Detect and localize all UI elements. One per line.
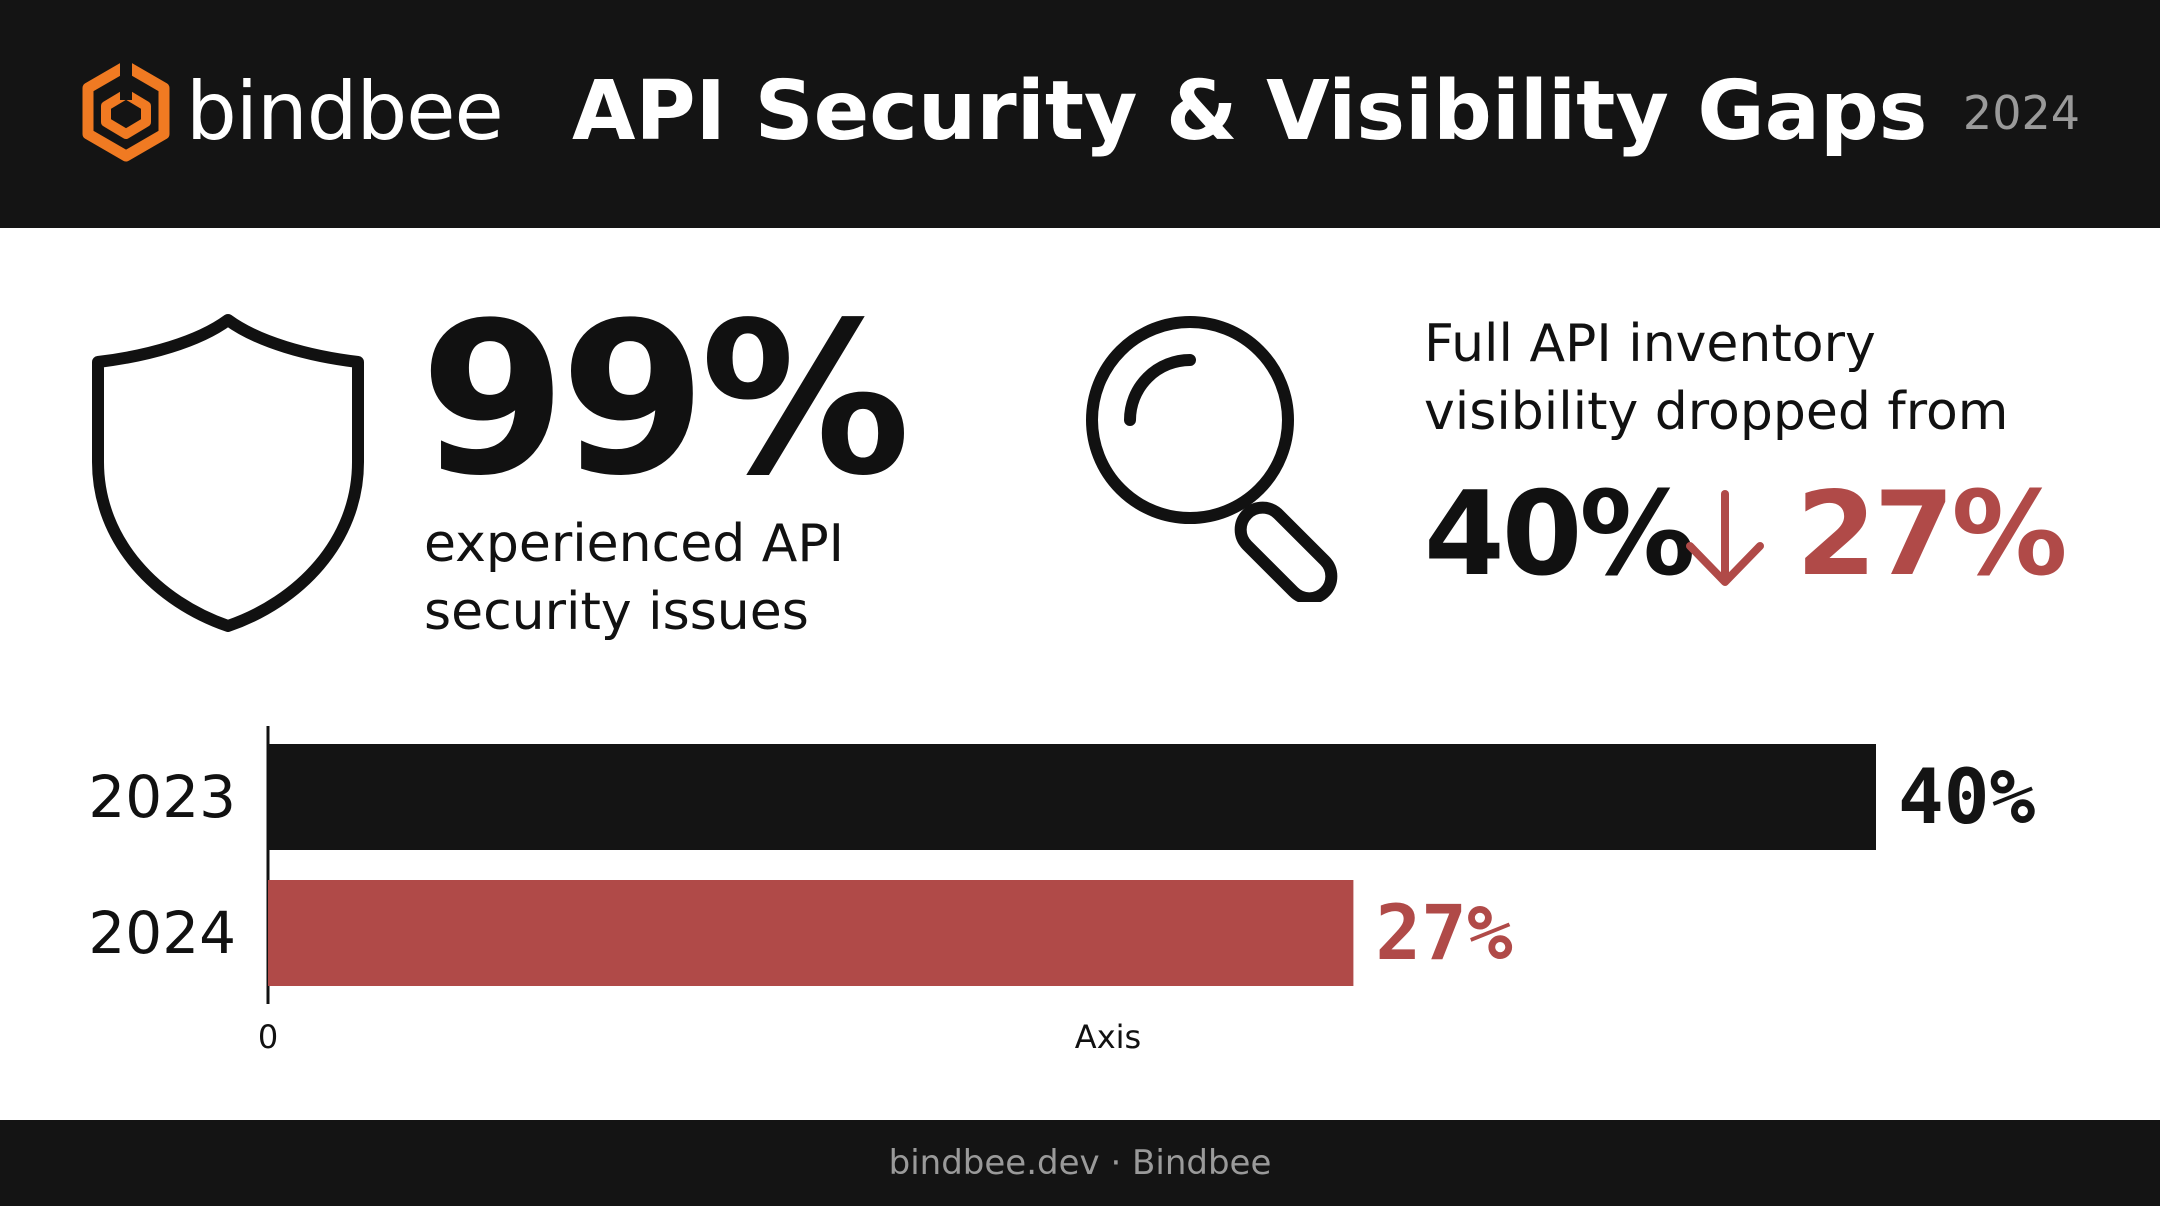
visibility-from-value: 40% [1424, 467, 1696, 602]
value-label-2024: 27% [1375, 888, 1513, 977]
category-label-2024: 2024 [88, 899, 236, 967]
category-label-2023: 2023 [88, 763, 236, 831]
x-axis-label: Axis [1075, 1018, 1141, 1056]
visibility-to-value: 27% [1796, 467, 2068, 602]
page-title: API Security & Visibility Gaps [572, 64, 1928, 159]
bar-2023 [268, 744, 1876, 850]
security-stat-value: 99% [420, 277, 911, 522]
value-label-2023: 40% [1898, 752, 2036, 841]
visibility-bar-chart: 2023 40% 2024 27% 0 Axis [88, 726, 2036, 1056]
security-caption-line2: security issues [424, 582, 809, 642]
footer-bar: bindbee.dev · Bindbee [0, 1120, 2160, 1206]
bindbee-logo-icon [82, 60, 170, 162]
security-stat-caption: experienced API security issues [424, 510, 904, 646]
visibility-caption-line2: visibility dropped from [1424, 382, 2009, 442]
footer-text: bindbee.dev · Bindbee [888, 1143, 1272, 1183]
header-bar: bindbee API Security & Visibility Gaps 2… [0, 0, 2160, 228]
x-tick-label: 0 [258, 1018, 278, 1056]
magnifier-icon [1086, 316, 1338, 602]
down-arrow-icon [1686, 490, 1764, 586]
bar-2024 [268, 880, 1354, 986]
shield-icon [92, 314, 364, 632]
security-caption-line1: experienced API [424, 514, 845, 574]
logo-text: bindbee [186, 65, 504, 158]
header-year: 2024 [1962, 86, 2080, 140]
visibility-caption-line1: Full API inventory [1424, 314, 1876, 374]
visibility-stat-caption: Full API inventory visibility dropped fr… [1424, 310, 2084, 446]
